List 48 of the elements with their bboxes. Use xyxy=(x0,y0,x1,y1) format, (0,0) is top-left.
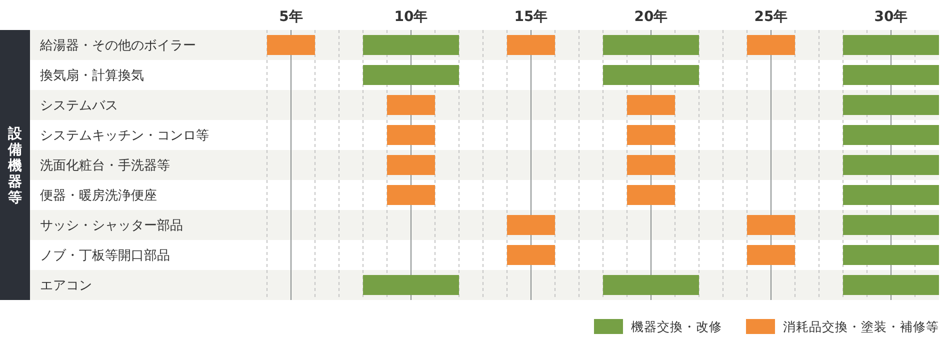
bar xyxy=(603,275,699,295)
x-tick-label: 10年 xyxy=(394,9,428,25)
x-tick-label: 30年 xyxy=(874,9,908,25)
bar xyxy=(507,245,555,265)
bar xyxy=(387,185,435,205)
bar xyxy=(363,35,459,55)
bar xyxy=(627,95,675,115)
bar xyxy=(267,35,315,55)
bar xyxy=(843,65,939,85)
bar xyxy=(627,185,675,205)
bar xyxy=(363,65,459,85)
legend-label: 機器交換・改修 xyxy=(631,319,722,334)
x-tick-label: 20年 xyxy=(634,9,668,25)
y-tick-label: システムキッチン・コンロ等 xyxy=(40,128,209,144)
y-tick-label: ノブ・丁板等開口部品 xyxy=(40,248,170,264)
bar xyxy=(843,95,939,115)
bar xyxy=(843,245,939,265)
bar xyxy=(843,215,939,235)
bar xyxy=(387,125,435,145)
y-tick-label: サッシ・シャッター部品 xyxy=(40,218,183,234)
y-tick-label: システムバス xyxy=(40,98,118,114)
x-tick-label: 15年 xyxy=(514,9,548,25)
bar xyxy=(843,155,939,175)
bar xyxy=(507,35,555,55)
bar xyxy=(747,215,795,235)
y-tick-label: 便器・暖房洗浄便座 xyxy=(40,188,157,204)
legend-label: 消耗品交換・塗装・補修等 xyxy=(783,319,939,334)
y-tick-label: 洗面化粧台・手洗器等 xyxy=(40,158,170,174)
bar xyxy=(747,245,795,265)
bar xyxy=(507,215,555,235)
y-tick-label: エアコン xyxy=(40,278,92,294)
bar xyxy=(843,35,939,55)
bar xyxy=(747,35,795,55)
x-tick-label: 25年 xyxy=(754,9,788,25)
x-tick-label: 5年 xyxy=(279,9,303,25)
bar xyxy=(627,155,675,175)
y-tick-label: 給湯器・その他のボイラー xyxy=(39,38,196,54)
bar xyxy=(603,35,699,55)
bar xyxy=(843,275,939,295)
bar xyxy=(843,125,939,145)
bar xyxy=(843,185,939,205)
y-axis-title: 設備機器等 xyxy=(7,126,23,206)
bar xyxy=(603,65,699,85)
y-tick-label: 換気扇・計算換気 xyxy=(40,68,144,84)
bar xyxy=(387,95,435,115)
bar xyxy=(627,125,675,145)
bar xyxy=(363,275,459,295)
bar xyxy=(387,155,435,175)
